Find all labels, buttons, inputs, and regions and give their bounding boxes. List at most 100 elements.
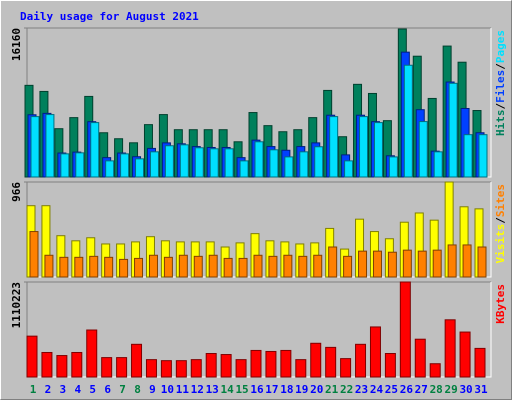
bar <box>325 346 337 378</box>
bar <box>145 359 157 378</box>
bar <box>254 141 264 178</box>
bar <box>313 254 323 278</box>
bar <box>432 249 442 278</box>
bar <box>359 116 369 178</box>
y-tick-label: 16160 <box>10 28 23 61</box>
bar <box>399 281 411 378</box>
bar <box>474 347 486 378</box>
y-tick-label: 1110223 <box>10 282 23 328</box>
legend: Visits/Sites <box>494 184 507 264</box>
bar <box>343 255 353 278</box>
bar <box>238 257 248 278</box>
x-tick-label: 4 <box>74 383 81 396</box>
bar <box>41 351 53 378</box>
x-tick-label: 11 <box>176 383 190 396</box>
bar <box>372 250 382 278</box>
bar <box>384 353 396 378</box>
bar <box>208 254 218 278</box>
chart-title: Daily usage for August 2021 <box>20 10 199 23</box>
bar <box>477 246 487 278</box>
bar <box>104 256 114 278</box>
bar <box>447 244 457 278</box>
bar <box>265 350 277 378</box>
bar <box>59 256 69 278</box>
x-tick-label: 8 <box>134 383 141 396</box>
bar <box>268 255 278 278</box>
bar <box>444 319 456 378</box>
bar <box>463 134 473 178</box>
bar <box>298 255 308 278</box>
bar <box>387 251 397 278</box>
bar <box>75 152 85 178</box>
bar <box>209 148 219 178</box>
x-tick-label: 29 <box>445 383 458 396</box>
bar <box>235 359 247 378</box>
bar <box>462 244 472 278</box>
bar <box>280 349 292 378</box>
x-tick-label: 21 <box>325 383 339 396</box>
x-tick-label: 6 <box>104 383 111 396</box>
bar <box>148 254 158 278</box>
bar <box>71 351 83 378</box>
bar <box>44 254 54 278</box>
bar <box>448 82 458 178</box>
x-tick-label: 1 <box>30 383 37 396</box>
x-tick-label: 15 <box>235 383 248 396</box>
bar <box>253 254 263 278</box>
x-tick-label: 3 <box>60 383 67 396</box>
bar <box>328 246 338 278</box>
bar <box>433 151 443 178</box>
legend: Hits/Files/Pages <box>494 30 507 136</box>
bar <box>149 151 159 178</box>
bar <box>340 358 352 378</box>
bar <box>160 360 172 378</box>
bar <box>101 357 113 378</box>
bar <box>60 153 70 178</box>
bar <box>329 116 339 178</box>
bar <box>402 249 412 278</box>
bar <box>369 326 381 378</box>
bar <box>179 144 189 178</box>
bar <box>388 156 398 178</box>
x-tick-label: 19 <box>295 383 308 396</box>
x-tick-label: 25 <box>385 383 398 396</box>
bar <box>164 145 174 178</box>
bar <box>414 338 426 378</box>
x-tick-label: 24 <box>370 383 384 396</box>
bar <box>250 349 262 378</box>
bar <box>314 146 324 178</box>
legend-entry: Pages <box>494 30 507 63</box>
x-tick-label: 28 <box>430 383 443 396</box>
x-tick-label: 20 <box>310 383 323 396</box>
legend-separator: / <box>494 63 507 70</box>
x-tick-label: 12 <box>191 383 204 396</box>
x-tick-label: 18 <box>280 383 293 396</box>
legend-entry: Sites <box>494 184 507 217</box>
bar <box>205 353 217 378</box>
bar <box>163 256 173 278</box>
bar <box>120 153 130 178</box>
legend-separator: / <box>494 103 507 110</box>
bar <box>295 359 307 378</box>
bar <box>135 158 145 178</box>
x-tick-label: 17 <box>265 383 278 396</box>
legend-entry: Visits <box>494 224 507 264</box>
bar <box>26 335 38 378</box>
legend-entry: Files <box>494 70 507 103</box>
bar <box>223 257 233 278</box>
bar <box>116 357 128 378</box>
bar <box>373 122 383 178</box>
bar <box>29 231 39 278</box>
x-tick-label: 14 <box>221 383 235 396</box>
bar <box>299 151 309 178</box>
bar <box>344 160 354 178</box>
x-tick-label: 7 <box>119 383 126 396</box>
bar <box>478 134 488 178</box>
x-tick-label: 10 <box>161 383 174 396</box>
bar <box>190 359 202 378</box>
bar <box>194 147 204 178</box>
legend: KBytes <box>494 284 507 324</box>
bar <box>220 354 232 378</box>
